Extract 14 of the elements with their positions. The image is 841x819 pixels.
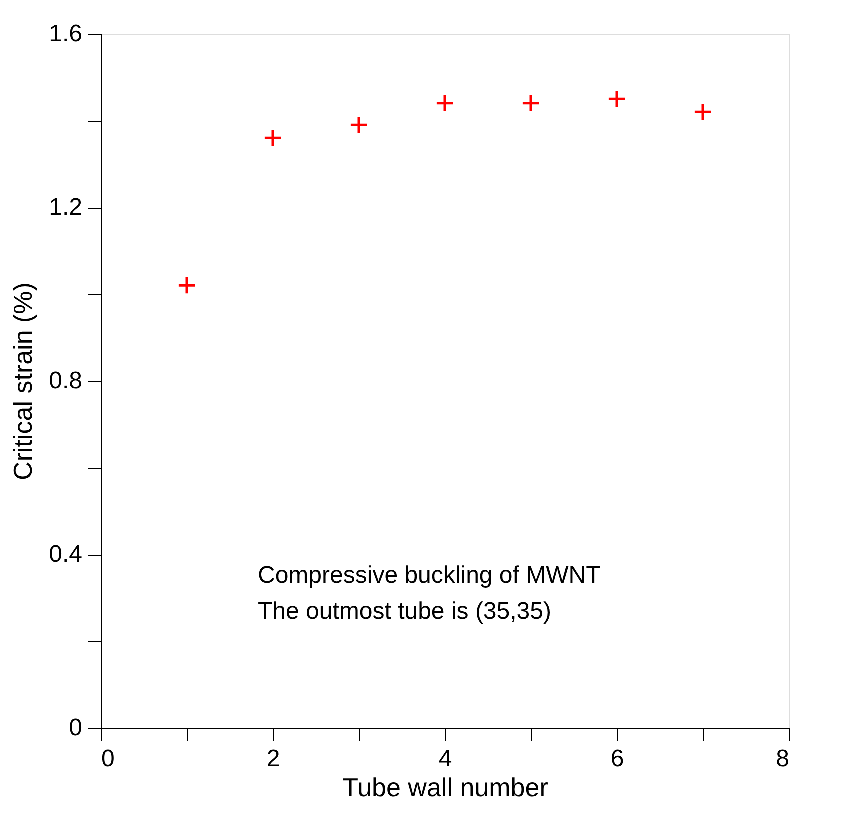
y-tick-label: 0.4 [49,541,82,568]
x-axis-title: Tube wall number [342,772,549,802]
y-tick-label: 0 [69,714,82,742]
x-tick-label: 4 [438,746,452,772]
x-tick-label: 2 [266,746,280,772]
y-axis-title: Critical strain (%) [8,282,38,480]
x-tick-label: 0 [102,746,115,772]
x-tick-label: 6 [610,746,624,772]
y-tick-label: 1.2 [49,194,82,221]
annotation: The outmost tube is (35,35) [258,598,552,625]
y-tick-label: 0.8 [49,368,82,394]
y-tick-label: 1.6 [49,20,82,48]
annotation: Compressive buckling of MWNT [258,562,602,589]
x-tick-label: 8 [776,746,790,772]
